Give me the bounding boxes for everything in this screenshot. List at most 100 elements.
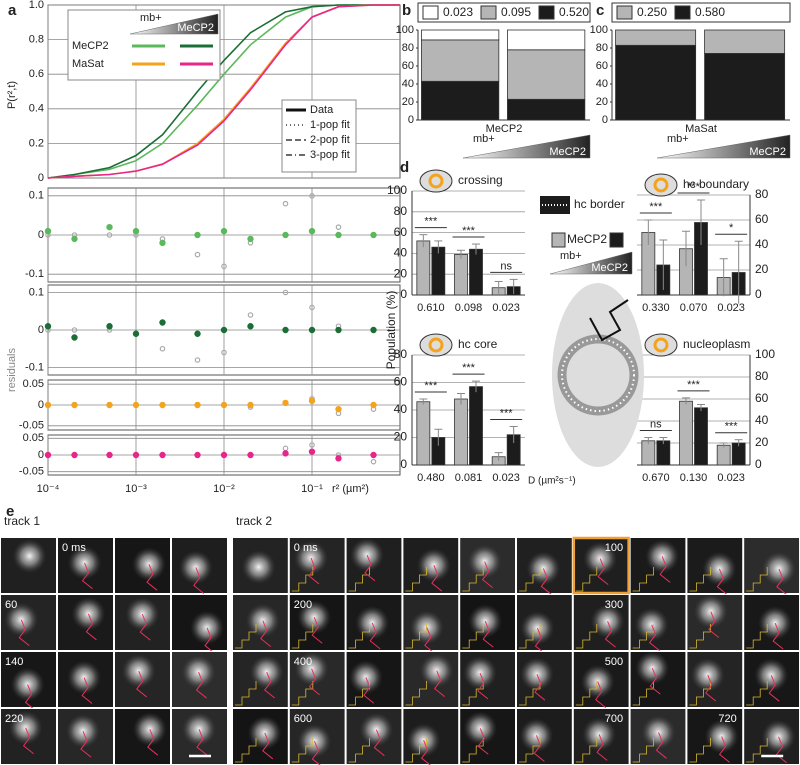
residual-dot (220, 451, 228, 459)
bar-segment (615, 44, 697, 121)
gradient-start-label: mb+ (560, 250, 582, 262)
residual-dot (159, 319, 166, 326)
panel-label: a (8, 2, 17, 19)
bar (656, 440, 671, 466)
trajectory (363, 677, 375, 704)
gradient-wedge (462, 134, 591, 159)
bar (469, 248, 483, 296)
y-axis-label: Population (%) (384, 291, 398, 370)
residual-dot (44, 401, 52, 409)
fit-residual-dot (309, 304, 315, 311)
gradient-end-label: MeCP2 (549, 146, 586, 158)
x-axis-label: r² (µm²) (332, 483, 369, 495)
residual-dot (370, 451, 377, 459)
time-label: 720 (718, 713, 736, 725)
trajectory (22, 727, 34, 755)
y-tick-label: 100 (396, 24, 414, 36)
bar-segment (704, 53, 786, 121)
reference-track (462, 624, 484, 649)
x-tick-label: 0.023 (492, 472, 520, 484)
x-axis-label: MeCP2 (486, 123, 523, 135)
trajectory (708, 611, 720, 638)
gradient-start-label: mb+ (473, 133, 495, 145)
y-tick-label: 80 (402, 42, 414, 54)
reference-track (462, 738, 484, 763)
reference-track (405, 681, 427, 706)
trajectory (369, 622, 381, 650)
residual-dot (308, 397, 316, 405)
reference-track (348, 738, 371, 763)
reference-track (746, 738, 768, 763)
trajectory (534, 673, 546, 701)
bar-segment (507, 49, 586, 100)
y-tick-label: 100 (590, 24, 608, 36)
y-tick-label: 40 (394, 246, 408, 260)
style-label: 3-pop fit (310, 149, 350, 161)
reference-track (291, 738, 314, 763)
track-title: track 2 (236, 514, 272, 528)
significance-label: *** (424, 216, 438, 228)
significance-label: *** (424, 380, 438, 392)
residual-dot (106, 451, 113, 459)
subplot-title: nucleoplasm (683, 337, 750, 351)
y-tick-label: 0 (38, 449, 44, 461)
spot (241, 550, 276, 585)
bar (431, 246, 446, 296)
residual-dot (335, 455, 342, 462)
legend-swatch (551, 232, 566, 248)
y-tick-label: 0.1 (29, 190, 44, 202)
trajectory (776, 568, 788, 596)
reference-track (575, 624, 598, 649)
y-tick-label: 0.1 (29, 286, 44, 298)
residual-dot (71, 235, 78, 243)
legend-label: MeCP2 (567, 232, 607, 246)
trajectory (146, 563, 158, 591)
time-label: 200 (294, 599, 312, 611)
trajectory (540, 568, 552, 595)
trajectory (718, 736, 730, 763)
bar (694, 407, 708, 466)
bar-segment (507, 98, 586, 121)
y-axis-label: P(r²,t) (6, 81, 18, 109)
residual-dot (282, 326, 289, 334)
significance-label: *** (725, 421, 739, 433)
y-tick-label: 20 (394, 430, 408, 444)
legend-label: 0.095 (501, 5, 531, 19)
significance-label: *** (462, 225, 476, 237)
x-tick-label: 0.610 (417, 302, 445, 314)
legend-label: MeCP2 (72, 40, 109, 52)
fit-residual-dot (106, 232, 113, 238)
bar (454, 254, 468, 296)
fit-residual-dot (159, 345, 166, 352)
residual-dot (282, 399, 289, 407)
reference-track (689, 681, 711, 706)
significance-label: *** (462, 362, 476, 374)
fit-residual-dot (335, 224, 342, 230)
reference-track (348, 681, 371, 706)
x-tick-label: 0.081 (455, 472, 483, 484)
trajectory (648, 624, 660, 652)
reference-track (746, 681, 768, 706)
residual-dot (71, 401, 78, 409)
trajectory (311, 617, 323, 644)
spot (12, 539, 47, 574)
trajectory (311, 740, 321, 765)
residual-dot (247, 235, 254, 243)
y-tick-label: 40 (402, 78, 414, 90)
y-tick-label: 0 (408, 114, 414, 126)
y-tick-label: 40 (394, 402, 408, 416)
residual-dot (247, 451, 254, 459)
trajectory (775, 736, 787, 764)
title-icon-ring (428, 337, 444, 353)
track-title: track 1 (4, 514, 40, 528)
fit-residual-dot (194, 357, 201, 363)
gradient-start-label: mb+ (140, 12, 162, 24)
reference-track (575, 738, 598, 763)
y-tick-label: 60 (755, 391, 769, 405)
reference-track (291, 624, 314, 649)
time-label: 400 (294, 656, 312, 668)
reference-track (519, 567, 541, 592)
fit-residual-dot (194, 251, 201, 258)
trajectory (420, 739, 431, 765)
reference-track (746, 624, 768, 649)
